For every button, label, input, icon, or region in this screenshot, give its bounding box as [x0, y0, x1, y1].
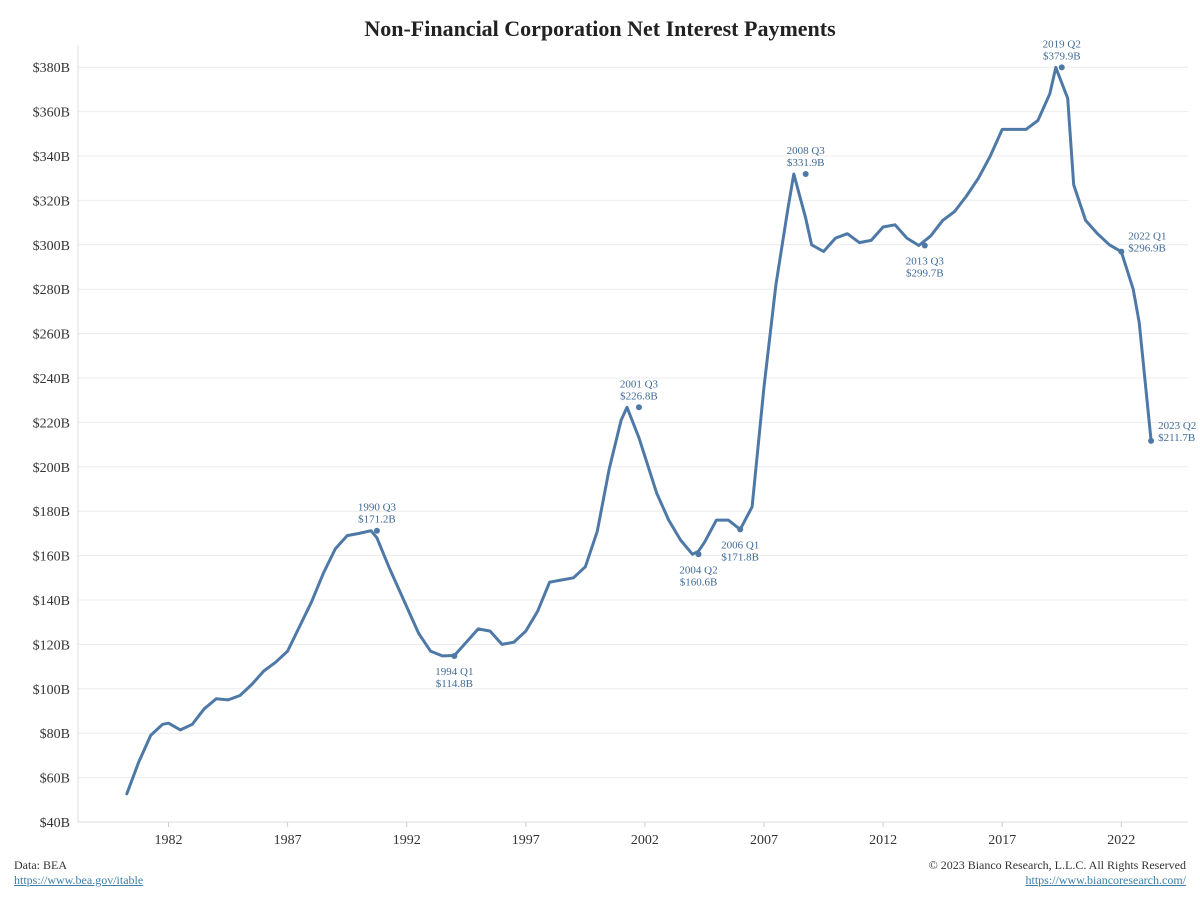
annotation-label: 2013 Q3: [906, 255, 945, 267]
annotation-point: [802, 170, 809, 177]
y-tick-label: $180B: [33, 505, 70, 520]
annotation-point: [1118, 248, 1125, 255]
copyright-text: © 2023 Bianco Research, L.L.C. All Right…: [928, 858, 1186, 872]
y-tick-label: $360B: [33, 106, 70, 121]
annotation-label: 2022 Q1: [1128, 231, 1166, 243]
x-tick-label: 1982: [155, 833, 183, 848]
y-tick-label: $220B: [33, 416, 70, 431]
copyright-block: © 2023 Bianco Research, L.L.C. All Right…: [929, 858, 1186, 888]
y-tick-label: $160B: [33, 550, 70, 565]
y-tick-label: $200B: [33, 461, 70, 476]
annotation-point: [695, 551, 702, 558]
x-tick-label: 2022: [1107, 833, 1135, 848]
y-tick-label: $260B: [33, 328, 70, 343]
source-label: Data: BEA: [14, 858, 67, 872]
annotation-label: 2019 Q2: [1043, 38, 1081, 50]
y-tick-label: $40B: [40, 816, 70, 831]
y-tick-label: $380B: [33, 61, 70, 76]
y-tick-label: $240B: [33, 372, 70, 387]
x-tick-label: 1987: [274, 833, 302, 848]
annotation-value: $379.9B: [1043, 50, 1081, 62]
source-block: Data: BEA https://www.bea.gov/itable: [14, 858, 143, 888]
y-axis: $40B $60B $80B $100B $120B $140B $160B $180B $20…: [33, 45, 79, 831]
series-lines: [125, 65, 1153, 796]
annotation-value: $296.9B: [1128, 243, 1166, 255]
annotation-label: 2023 Q2: [1158, 420, 1196, 432]
annotation-value: $331.9B: [787, 157, 825, 169]
annotation-label: 2001 Q3: [620, 378, 659, 390]
y-tick-label: $300B: [33, 239, 70, 254]
annotation-value: $114.8B: [436, 678, 473, 690]
annotation-point: [737, 526, 744, 533]
annotation-value: $160.6B: [680, 576, 718, 588]
annotation-value: $171.2B: [358, 514, 396, 526]
y-tick-label: $60B: [40, 772, 70, 787]
x-tick-label: 2007: [750, 833, 778, 848]
annotation-point: [1058, 64, 1065, 71]
annotation-label: 1994 Q1: [435, 666, 473, 678]
x-tick-label: 1997: [512, 833, 540, 848]
y-tick-label: $100B: [33, 683, 70, 698]
annotation-value: $171.8B: [721, 551, 759, 563]
annotation-point: [921, 242, 928, 249]
annotation-point: [1148, 437, 1155, 444]
annotation-value: $226.8B: [620, 390, 658, 402]
annotation-label: 2004 Q2: [679, 564, 717, 576]
annotation-label: 2008 Q3: [787, 145, 826, 157]
annotation-value: $211.7B: [1158, 432, 1195, 444]
x-tick-label: 2017: [988, 833, 1016, 848]
grid-lines: [78, 66, 1188, 823]
annotation-value: $299.7B: [906, 267, 944, 279]
x-tick-label: 1992: [393, 833, 421, 848]
annotations: 1990 Q3$171.2B 1994 Q1$114.8B 2001 Q3$226.…: [358, 38, 1196, 690]
y-tick-label: $320B: [33, 194, 70, 209]
annotation-point: [451, 652, 458, 659]
annotation-point: [373, 527, 380, 534]
site-link[interactable]: https://www.biancoresearch.com/: [1025, 873, 1186, 887]
source-link[interactable]: https://www.bea.gov/itable: [14, 873, 144, 887]
y-tick-label: $80B: [40, 727, 70, 742]
x-tick-label: 2002: [631, 833, 659, 848]
y-tick-label: $280B: [33, 283, 70, 298]
annotation-label: 1990 Q3: [358, 502, 397, 514]
y-tick-label: $140B: [33, 594, 70, 609]
y-tick-label: $340B: [33, 150, 70, 165]
x-tick-label: 2012: [869, 833, 897, 848]
series-line: [125, 65, 1153, 796]
annotation-label: 2006 Q1: [721, 539, 759, 551]
annotation-point: [635, 404, 642, 411]
x-axis: 1982 1987 1992 1997 2002 2007 2012 2017 2022: [78, 821, 1188, 848]
chart-title: Non-Financial Corporation Net Interest P…: [364, 16, 836, 41]
y-tick-label: $120B: [33, 638, 70, 653]
